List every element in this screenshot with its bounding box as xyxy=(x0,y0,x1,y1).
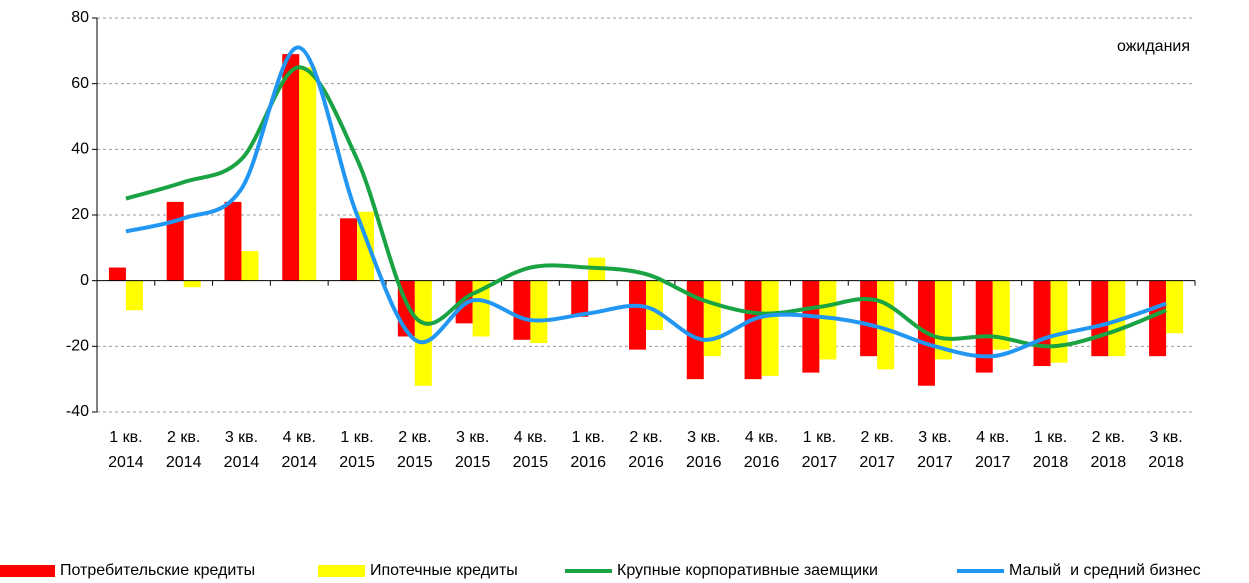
legend-label: Потребительские кредиты xyxy=(60,562,255,579)
x-tick-label: 2016 xyxy=(744,454,780,471)
bar xyxy=(1149,280,1167,357)
x-tick-label: 1 кв. xyxy=(572,429,605,446)
x-tick-label: 2017 xyxy=(917,454,953,471)
y-tick-label: 20 xyxy=(71,206,89,223)
x-tick-label: 2014 xyxy=(166,454,202,471)
bar xyxy=(414,280,432,386)
bar xyxy=(241,251,259,281)
x-tick-label: 3 кв. xyxy=(225,429,258,446)
bar xyxy=(1050,280,1068,363)
bar xyxy=(299,67,317,281)
x-tick-label: 2 кв. xyxy=(398,429,431,446)
bar xyxy=(703,280,721,357)
x-tick-label: 1 кв. xyxy=(803,429,836,446)
bar xyxy=(802,280,820,373)
bar xyxy=(340,218,358,281)
y-tick-label: 40 xyxy=(71,141,89,158)
legend-swatch xyxy=(318,565,365,577)
x-tick-label: 2016 xyxy=(686,454,722,471)
y-tick-label: -40 xyxy=(66,403,89,420)
legend-label: Малый и средний бизнес xyxy=(1009,562,1201,579)
bar xyxy=(975,280,993,373)
x-tick-label: 1 кв. xyxy=(340,429,373,446)
y-tick-label: 60 xyxy=(71,75,89,92)
bar xyxy=(282,54,300,281)
x-tick-label: 2015 xyxy=(455,454,491,471)
y-tick-label: 80 xyxy=(71,9,89,26)
x-tick-label: 2015 xyxy=(513,454,549,471)
bar xyxy=(166,201,184,281)
x-tick-label: 4 кв. xyxy=(976,429,1009,446)
x-tick-label: 2016 xyxy=(570,454,606,471)
x-tick-label: 4 кв. xyxy=(745,429,778,446)
line xyxy=(125,65,1167,349)
bar xyxy=(108,267,126,281)
x-tick-label: 2017 xyxy=(802,454,838,471)
x-tick-label: 4 кв. xyxy=(283,429,316,446)
bar xyxy=(686,280,704,380)
bar xyxy=(455,280,473,324)
annotation: ожидания xyxy=(1117,38,1190,55)
bar xyxy=(472,280,490,337)
bar xyxy=(1108,280,1126,357)
x-tick-label: 2016 xyxy=(628,454,664,471)
x-tick-label: 2018 xyxy=(1148,454,1184,471)
x-tick-label: 2015 xyxy=(339,454,375,471)
x-tick-label: 2 кв. xyxy=(629,429,662,446)
x-tick-label: 3 кв. xyxy=(687,429,720,446)
y-tick-label: -20 xyxy=(66,338,89,355)
line xyxy=(125,45,1167,359)
bar xyxy=(513,280,531,340)
bar xyxy=(629,280,646,350)
y-tick-label: 0 xyxy=(80,272,89,289)
x-tick-label: 2017 xyxy=(975,454,1011,471)
x-tick-label: 1 кв. xyxy=(109,429,142,446)
x-tick-label: 3 кв. xyxy=(456,429,489,446)
x-tick-label: 2014 xyxy=(281,454,317,471)
x-tick-label: 2 кв. xyxy=(1092,429,1125,446)
bar xyxy=(224,201,242,281)
x-tick-label: 2 кв. xyxy=(861,429,894,446)
legend-label: Ипотечные кредиты xyxy=(370,562,518,579)
x-tick-label: 2 кв. xyxy=(167,429,200,446)
bar xyxy=(761,280,779,376)
bar xyxy=(183,280,201,288)
bar xyxy=(571,280,589,317)
bar xyxy=(992,280,1010,350)
bar xyxy=(860,280,878,357)
bar xyxy=(744,280,762,380)
bar xyxy=(819,280,837,360)
legend-label: Крупные корпоративные заемщики xyxy=(617,562,878,579)
x-tick-label: 3 кв. xyxy=(918,429,951,446)
bar xyxy=(530,280,548,344)
bar xyxy=(1166,280,1184,334)
x-tick-label: 2017 xyxy=(859,454,895,471)
bar xyxy=(125,280,143,311)
legend-swatch xyxy=(0,565,55,577)
x-tick-label: 3 кв. xyxy=(1149,429,1182,446)
bar xyxy=(1033,280,1051,367)
x-tick-label: 2014 xyxy=(224,454,260,471)
x-tick-label: 2018 xyxy=(1091,454,1127,471)
x-tick-label: 2018 xyxy=(1033,454,1069,471)
x-tick-label: 2015 xyxy=(397,454,433,471)
bar xyxy=(646,280,663,330)
bar xyxy=(1091,280,1109,357)
x-tick-label: 1 кв. xyxy=(1034,429,1067,446)
x-tick-label: 4 кв. xyxy=(514,429,547,446)
bar xyxy=(877,280,895,370)
x-tick-label: 2014 xyxy=(108,454,144,471)
